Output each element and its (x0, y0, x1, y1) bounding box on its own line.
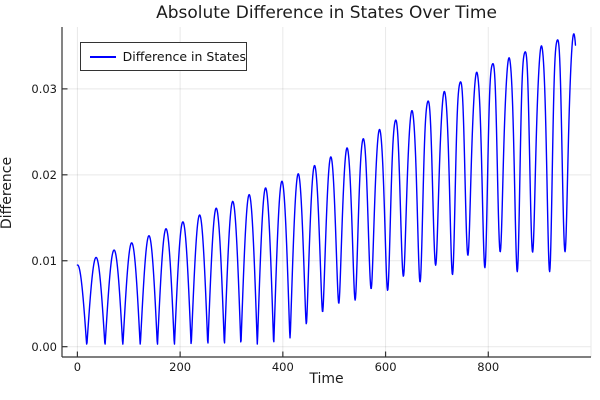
x-tick-label: 0 (73, 360, 82, 374)
legend-line-sample-icon (90, 55, 116, 58)
legend: Difference in States (80, 42, 247, 71)
x-tick-label: 200 (169, 360, 192, 374)
y-tick-label: 0.03 (31, 81, 57, 96)
chart-title: Absolute Difference in States Over Time (156, 3, 497, 23)
difference-series-line (76, 33, 577, 345)
y-tick-label: 0.01 (31, 253, 57, 268)
y-tick-label: 0.02 (31, 167, 57, 182)
x-tick-label: 800 (477, 360, 500, 374)
legend-label: Difference in States (122, 49, 246, 64)
x-tick-label: 400 (271, 360, 294, 374)
y-tick-label: 0.00 (31, 339, 57, 354)
x-axis-title: Time (309, 371, 344, 387)
x-tick-label: 600 (374, 360, 397, 374)
